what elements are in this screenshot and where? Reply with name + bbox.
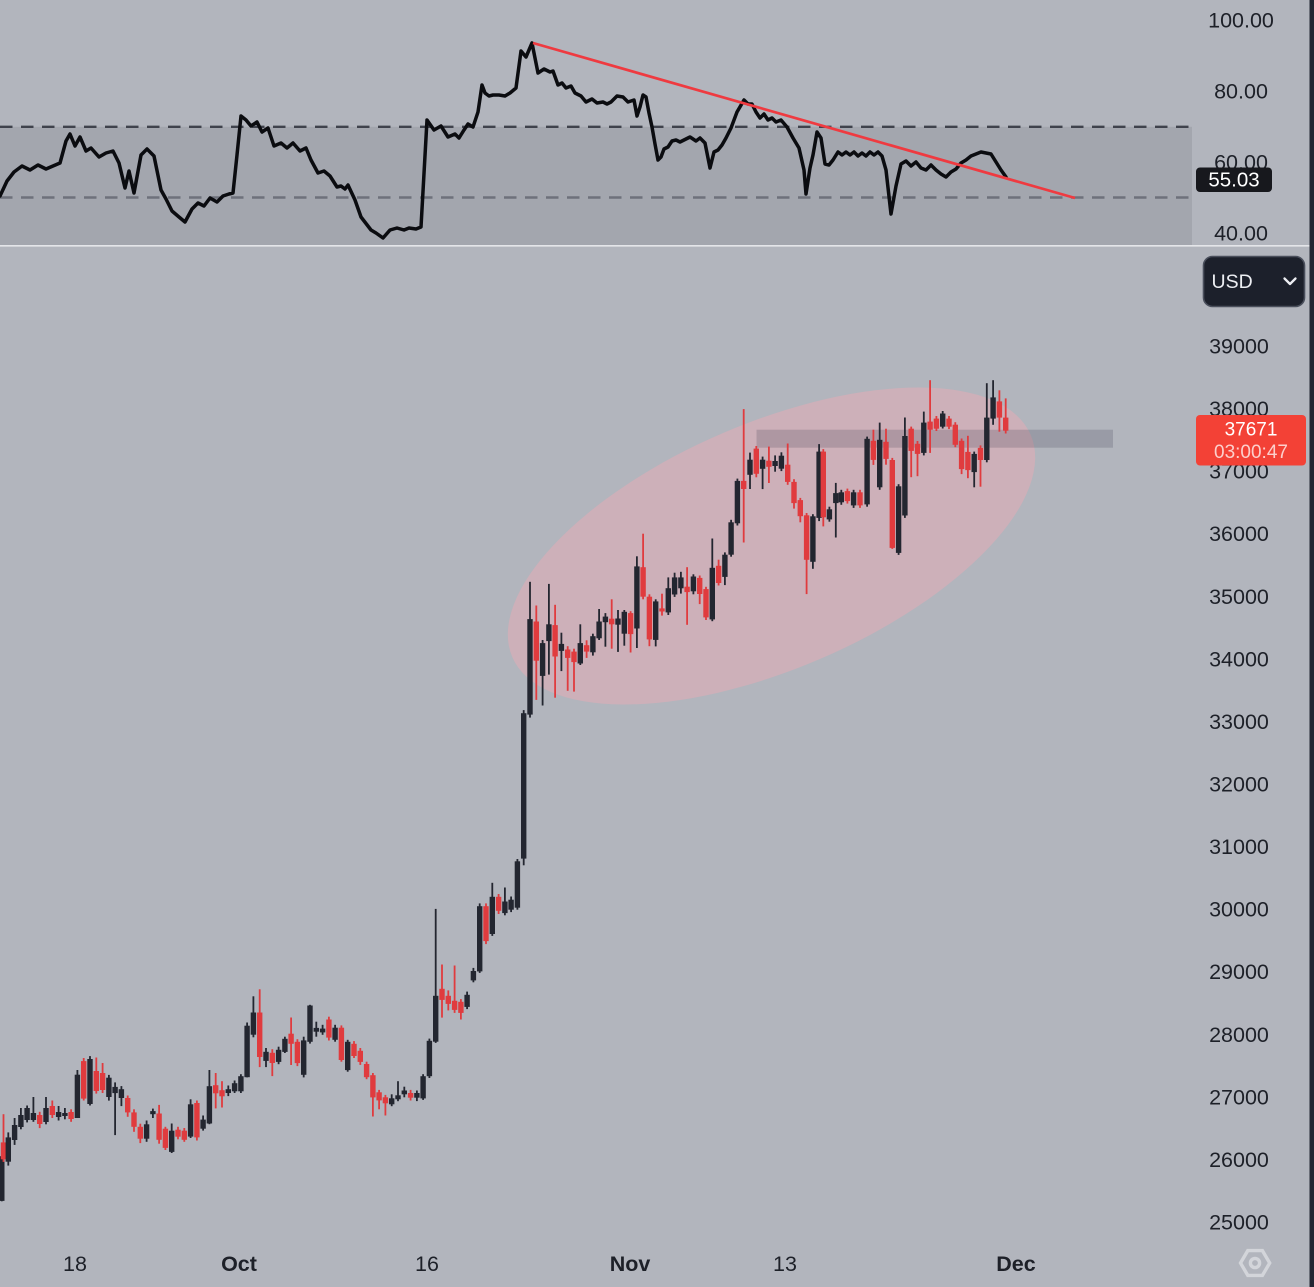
svg-text:26000: 26000 (1209, 1148, 1269, 1172)
svg-text:37671: 37671 (1225, 420, 1278, 441)
svg-text:31000: 31000 (1209, 835, 1269, 859)
svg-text:Oct: Oct (221, 1252, 257, 1276)
svg-text:36000: 36000 (1209, 522, 1269, 546)
svg-text:29000: 29000 (1209, 960, 1269, 984)
svg-text:100.00: 100.00 (1208, 9, 1274, 33)
svg-text:03:00:47: 03:00:47 (1214, 442, 1288, 463)
svg-text:13: 13 (773, 1252, 797, 1276)
svg-text:35000: 35000 (1209, 585, 1269, 609)
svg-text:Dec: Dec (996, 1252, 1035, 1276)
svg-text:USD: USD (1212, 271, 1253, 293)
svg-text:33000: 33000 (1209, 710, 1269, 734)
svg-text:32000: 32000 (1209, 773, 1269, 797)
svg-text:27000: 27000 (1209, 1085, 1269, 1109)
svg-text:40.00: 40.00 (1214, 222, 1268, 246)
svg-text:34000: 34000 (1209, 647, 1269, 671)
svg-text:30000: 30000 (1209, 898, 1269, 922)
svg-text:Nov: Nov (610, 1252, 651, 1276)
svg-text:39000: 39000 (1209, 335, 1269, 359)
svg-text:25000: 25000 (1209, 1211, 1269, 1235)
svg-text:55.03: 55.03 (1208, 169, 1259, 192)
svg-text:28000: 28000 (1209, 1023, 1269, 1047)
svg-text:80.00: 80.00 (1214, 80, 1268, 104)
svg-text:18: 18 (63, 1252, 87, 1276)
svg-text:16: 16 (415, 1252, 439, 1276)
